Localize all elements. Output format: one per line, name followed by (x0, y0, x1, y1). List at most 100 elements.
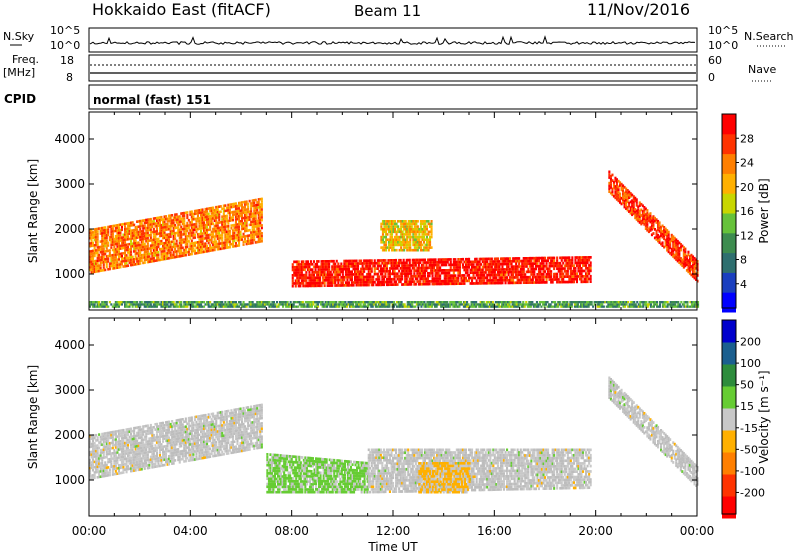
power-cell-band-0 (209, 246, 212, 250)
power-cell-band-1 (566, 280, 569, 284)
power-cell-band-2 (418, 230, 421, 234)
power-cell-band-1 (565, 280, 568, 284)
power-cell-band-1 (413, 258, 416, 262)
power-cell-band-0 (145, 245, 148, 248)
power-cell-band-4 (292, 303, 295, 306)
power-cell-band-1 (305, 273, 308, 277)
power-cell-band-1 (407, 258, 410, 262)
power-cell-band-1 (331, 268, 334, 271)
power-cell-band-1 (569, 259, 572, 262)
power-cell-band-0 (222, 231, 225, 234)
power-cell-band-1 (542, 256, 545, 260)
power-cell-band-0 (203, 242, 206, 246)
power-cell-band-4 (282, 301, 285, 304)
power-cell-band-3 (693, 259, 696, 263)
power-cell-band-4 (505, 305, 508, 308)
power-cell-band-4 (206, 303, 209, 306)
power-cell-band-1 (568, 277, 571, 281)
power-cell-band-0 (92, 236, 95, 239)
power-cell-band-1 (417, 266, 420, 270)
power-cell-band-1 (322, 278, 325, 282)
power-cell-band-0 (157, 232, 160, 235)
power-cell-band-4 (134, 303, 137, 306)
power-cell-band-4 (426, 305, 429, 308)
power-cell-band-1 (540, 256, 543, 260)
power-cell-band-1 (550, 270, 553, 273)
power-cell-band-0 (184, 230, 187, 233)
power-cell-band-1 (420, 269, 423, 273)
power-cell-band-0 (189, 221, 192, 224)
power-cell-band-3 (667, 247, 670, 251)
power-cell-band-0 (148, 255, 151, 258)
power-cell-band-0 (104, 250, 107, 253)
power-cell-band-1 (367, 281, 370, 284)
power-cell-band-1 (393, 275, 396, 278)
power-cell-band-3 (675, 252, 678, 256)
power-cell-band-2 (381, 246, 384, 249)
power-cell-band-0 (92, 249, 95, 253)
power-cell-band-0 (236, 244, 239, 247)
power-cell-band-0 (104, 260, 107, 264)
power-cell-band-0 (125, 222, 128, 225)
power-cell-band-1 (588, 277, 591, 281)
power-cell-band-1 (469, 282, 472, 285)
power-cell-band-2 (389, 225, 392, 228)
power-cell-band-1 (547, 270, 550, 273)
power-cell-band-4 (201, 305, 204, 308)
power-cell-band-0 (166, 257, 169, 260)
power-cell-band-0 (114, 226, 117, 230)
power-cell-band-0 (187, 226, 190, 230)
power-cell-band-0 (206, 210, 209, 213)
power-cell-band-0 (131, 255, 134, 259)
power-cell-band-0 (98, 259, 101, 262)
power-cell-band-1 (430, 258, 433, 262)
power-cell-band-4 (122, 301, 125, 304)
power-cell-band-1 (534, 267, 537, 271)
power-cell-band-1 (545, 278, 548, 281)
power-cell-band-4 (423, 303, 426, 306)
power-cell-band-0 (160, 255, 163, 259)
power-cell-band-1 (385, 280, 388, 284)
power-cell-band-0 (244, 205, 247, 209)
power-cell-band-0 (210, 222, 213, 226)
power-cell-band-1 (331, 265, 334, 268)
power-cell-band-0 (234, 205, 237, 208)
power-cell-band-1 (405, 283, 408, 286)
power-cell-band-1 (477, 282, 480, 285)
power-cell-band-1 (585, 264, 588, 267)
power-cell-band-2 (422, 225, 425, 228)
power-cell-band-3 (688, 263, 691, 267)
power-cell-band-0 (219, 221, 222, 224)
power-cell-band-4 (490, 301, 493, 304)
power-cell-band-1 (445, 282, 448, 286)
power-cell-band-0 (183, 211, 186, 215)
power-cell-band-3 (666, 240, 669, 244)
power-cell-band-3 (675, 244, 678, 247)
power-cell-band-2 (381, 220, 384, 223)
power-cell-band-1 (477, 268, 480, 272)
power-cell-band-4 (596, 305, 599, 308)
power-cell-band-1 (358, 273, 361, 276)
power-cell-band-4 (263, 301, 266, 304)
power-cell-band-0 (212, 206, 215, 210)
power-cell-band-0 (201, 211, 204, 214)
power-cell-band-1 (539, 267, 542, 271)
power-cell-band-0 (230, 203, 233, 206)
power-cell-band-0 (203, 226, 206, 230)
power-cell-band-0 (124, 251, 127, 255)
power-cell-band-0 (219, 247, 222, 251)
power-cell-band-3 (690, 273, 693, 277)
power-cell-band-4 (89, 303, 92, 306)
power-cell-band-4 (494, 301, 497, 304)
power-cell-band-4 (485, 303, 488, 306)
power-cell-band-0 (225, 230, 228, 234)
power-cell-band-0 (114, 258, 117, 262)
power-cell-band-0 (110, 235, 113, 239)
power-cell-band-4 (557, 301, 560, 304)
power-cell-band-0 (107, 254, 110, 258)
power-cell-band-4 (250, 301, 253, 304)
power-cell-band-0 (113, 224, 116, 228)
power-cell-band-0 (203, 232, 206, 235)
power-cell-band-0 (89, 244, 92, 248)
power-cell-band-4 (640, 305, 643, 308)
